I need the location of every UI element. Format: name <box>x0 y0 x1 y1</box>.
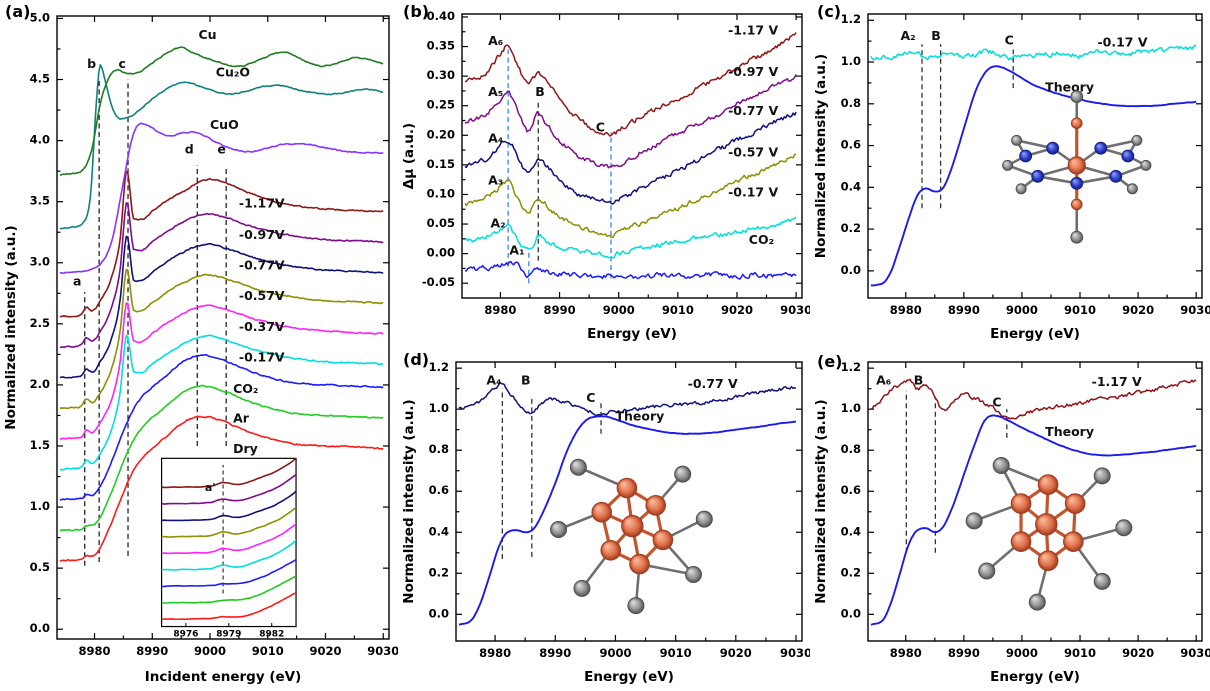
panel-letter-d: (d) <box>403 350 430 369</box>
panel-letter-e: (e) <box>817 352 843 371</box>
panel-b-delta-mu-chart <box>398 0 810 348</box>
panel-letter-a: (a) <box>5 2 31 21</box>
panel-letter-c: (c) <box>817 2 842 21</box>
panel-c-theory-comparison-chart <box>810 0 1210 348</box>
panel-a-xanes-stack-chart <box>0 0 398 691</box>
panel-letter-b: (b) <box>403 2 430 21</box>
panel-e-theory-comparison-chart <box>810 348 1210 691</box>
panel-d-theory-comparison-chart <box>398 348 810 691</box>
